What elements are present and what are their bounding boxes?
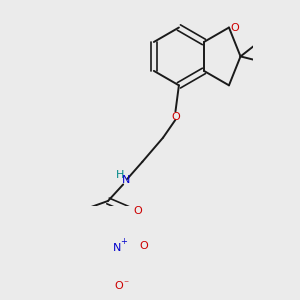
Text: O: O — [133, 206, 142, 216]
Text: N: N — [122, 175, 130, 185]
Text: O: O — [140, 242, 148, 251]
Text: N: N — [112, 243, 121, 254]
Text: O: O — [230, 22, 239, 32]
Text: O: O — [171, 112, 180, 122]
Text: ⁻: ⁻ — [124, 279, 129, 289]
Text: H: H — [116, 170, 124, 181]
Text: O: O — [114, 280, 123, 291]
Text: +: + — [120, 237, 127, 246]
